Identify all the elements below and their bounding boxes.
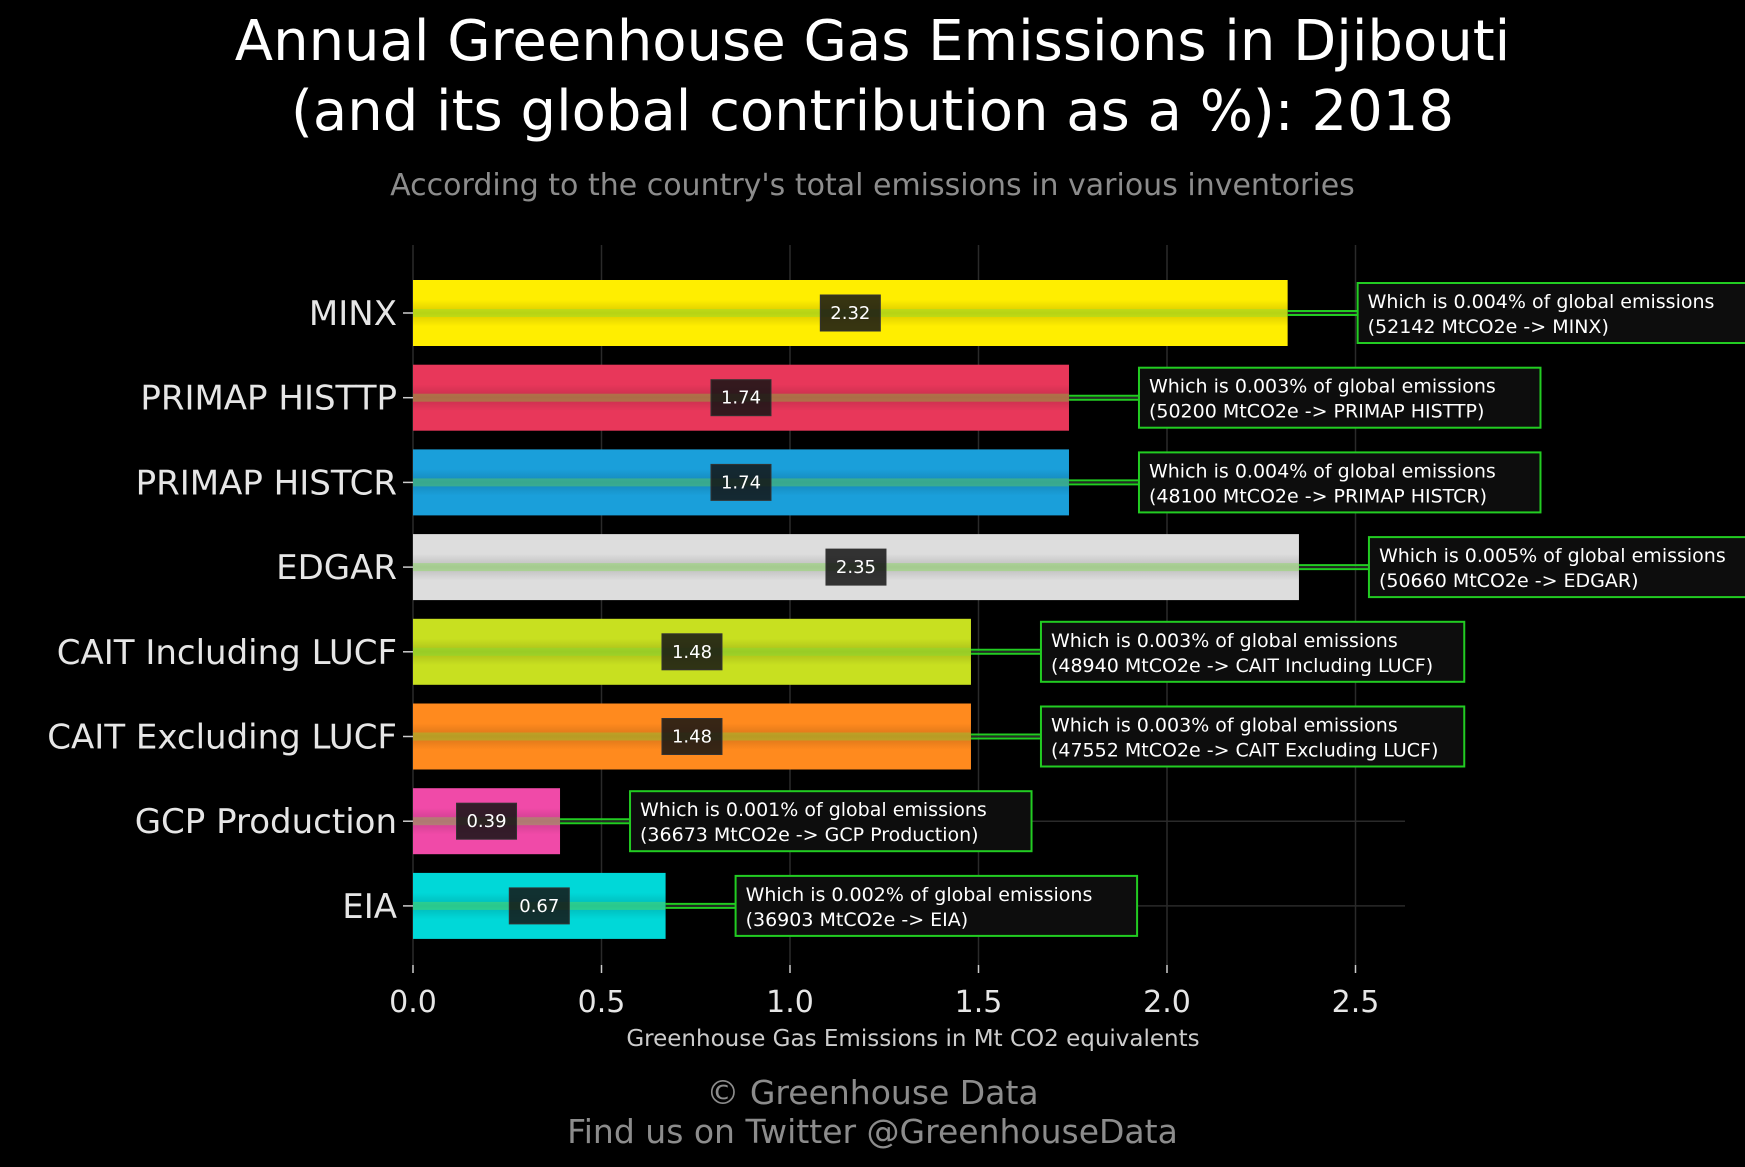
annotation-line-1-0: Which is 0.004% of global emissions [1368,291,1715,313]
annotation-line-2-3: (50660 MtCO2e -> EDGAR) [1379,570,1639,592]
annotation-line-1-1: Which is 0.003% of global emissions [1149,376,1496,398]
value-label-6: 0.39 [466,811,506,832]
x-tick-label: 1.0 [766,985,814,1020]
value-label-box-3 [825,548,887,586]
chart-title-line-1: Annual Greenhouse Gas Emissions in Djibo… [234,9,1511,74]
x-tick-label: 2.5 [1332,985,1380,1020]
annotation-line-1-4: Which is 0.003% of global emissions [1051,630,1398,652]
annotation-box-1 [1137,366,1542,429]
x-tick-label: 0.0 [389,985,437,1020]
annotation-line-1-5: Which is 0.003% of global emissions [1051,715,1398,737]
annotation-box-3 [1367,536,1745,599]
value-label-box-6 [456,802,518,840]
category-label-1: PRIMAP HISTTP [140,379,397,419]
footer-twitter: Find us on Twitter @GreenhouseData [567,1112,1178,1151]
category-label-3: EDGAR [276,548,397,588]
annotation-line-2-0: (52142 MtCO2e -> MINX) [1368,316,1609,338]
x-tick-label: 1.5 [955,985,1003,1020]
annotation-box-0 [1356,282,1745,344]
annotation-line-2-2: (48100 MtCO2e -> PRIMAP HISTCR) [1149,485,1487,507]
value-label-box-4 [661,633,723,671]
value-label-7: 0.67 [519,896,559,917]
x-axis-label: Greenhouse Gas Emissions in Mt CO2 equiv… [626,1026,1200,1052]
annotation-line-2-5: (47552 MtCO2e -> CAIT Excluding LUCF) [1051,740,1438,762]
chart-title-line-2: (and its global contribution as a %): 20… [291,79,1454,144]
category-label-4: CAIT Including LUCF [57,633,397,673]
value-label-box-5 [661,718,723,755]
value-label-4: 1.48 [672,642,712,663]
value-label-3: 2.35 [836,557,876,578]
value-label-0: 2.32 [830,303,870,324]
annotation-line-2-1: (50200 MtCO2e -> PRIMAP HISTTP) [1149,401,1484,423]
annotation-line-2-4: (48940 MtCO2e -> CAIT Including LUCF) [1051,655,1433,677]
annotation-line-2-6: (36673 MtCO2e -> GCP Production) [640,824,979,846]
footer-copyright: © Greenhouse Data [706,1073,1039,1112]
annotation-line-1-2: Which is 0.004% of global emissions [1149,460,1496,482]
chart-subtitle: According to the country's total emissio… [390,168,1355,203]
annotation-line-1-3: Which is 0.005% of global emissions [1379,545,1726,567]
annotation-line-1-6: Which is 0.001% of global emissions [640,799,987,821]
value-label-box-0 [819,294,881,332]
bars-group: 2.32 Which is 0.004% of global emissions (… [413,280,1745,939]
annotation-box-5 [1039,705,1466,768]
category-label-6: GCP Production [135,802,397,842]
category-label-2: PRIMAP HISTCR [136,463,397,503]
value-label-2: 1.74 [721,472,761,493]
value-label-box-7 [508,887,570,925]
annotation-box-6 [629,790,1033,853]
category-label-0: MINX [309,294,397,334]
x-axis-ticks: 0.0 0.5 1.0 1.5 2.0 2.5 MINX PRIMAP HISTTP PRIMA… [47,294,1379,1020]
value-label-box-1 [710,379,772,417]
annotation-box-7 [734,874,1139,937]
annotation-line-2-7: (36903 MtCO2e -> EIA) [746,909,969,931]
annotation-line-1-7: Which is 0.002% of global emissions [746,884,1093,906]
annotation-box-2 [1137,451,1542,514]
x-tick-label: 2.0 [1143,985,1191,1020]
grid-lines [412,245,1405,965]
annotation-box-4 [1039,620,1466,683]
value-label-1: 1.74 [721,388,761,409]
x-tick-label: 0.5 [578,985,626,1020]
category-label-7: EIA [342,887,397,927]
value-label-box-2 [710,463,772,501]
value-label-5: 1.48 [672,727,712,748]
category-label-5: CAIT Excluding LUCF [47,718,397,758]
